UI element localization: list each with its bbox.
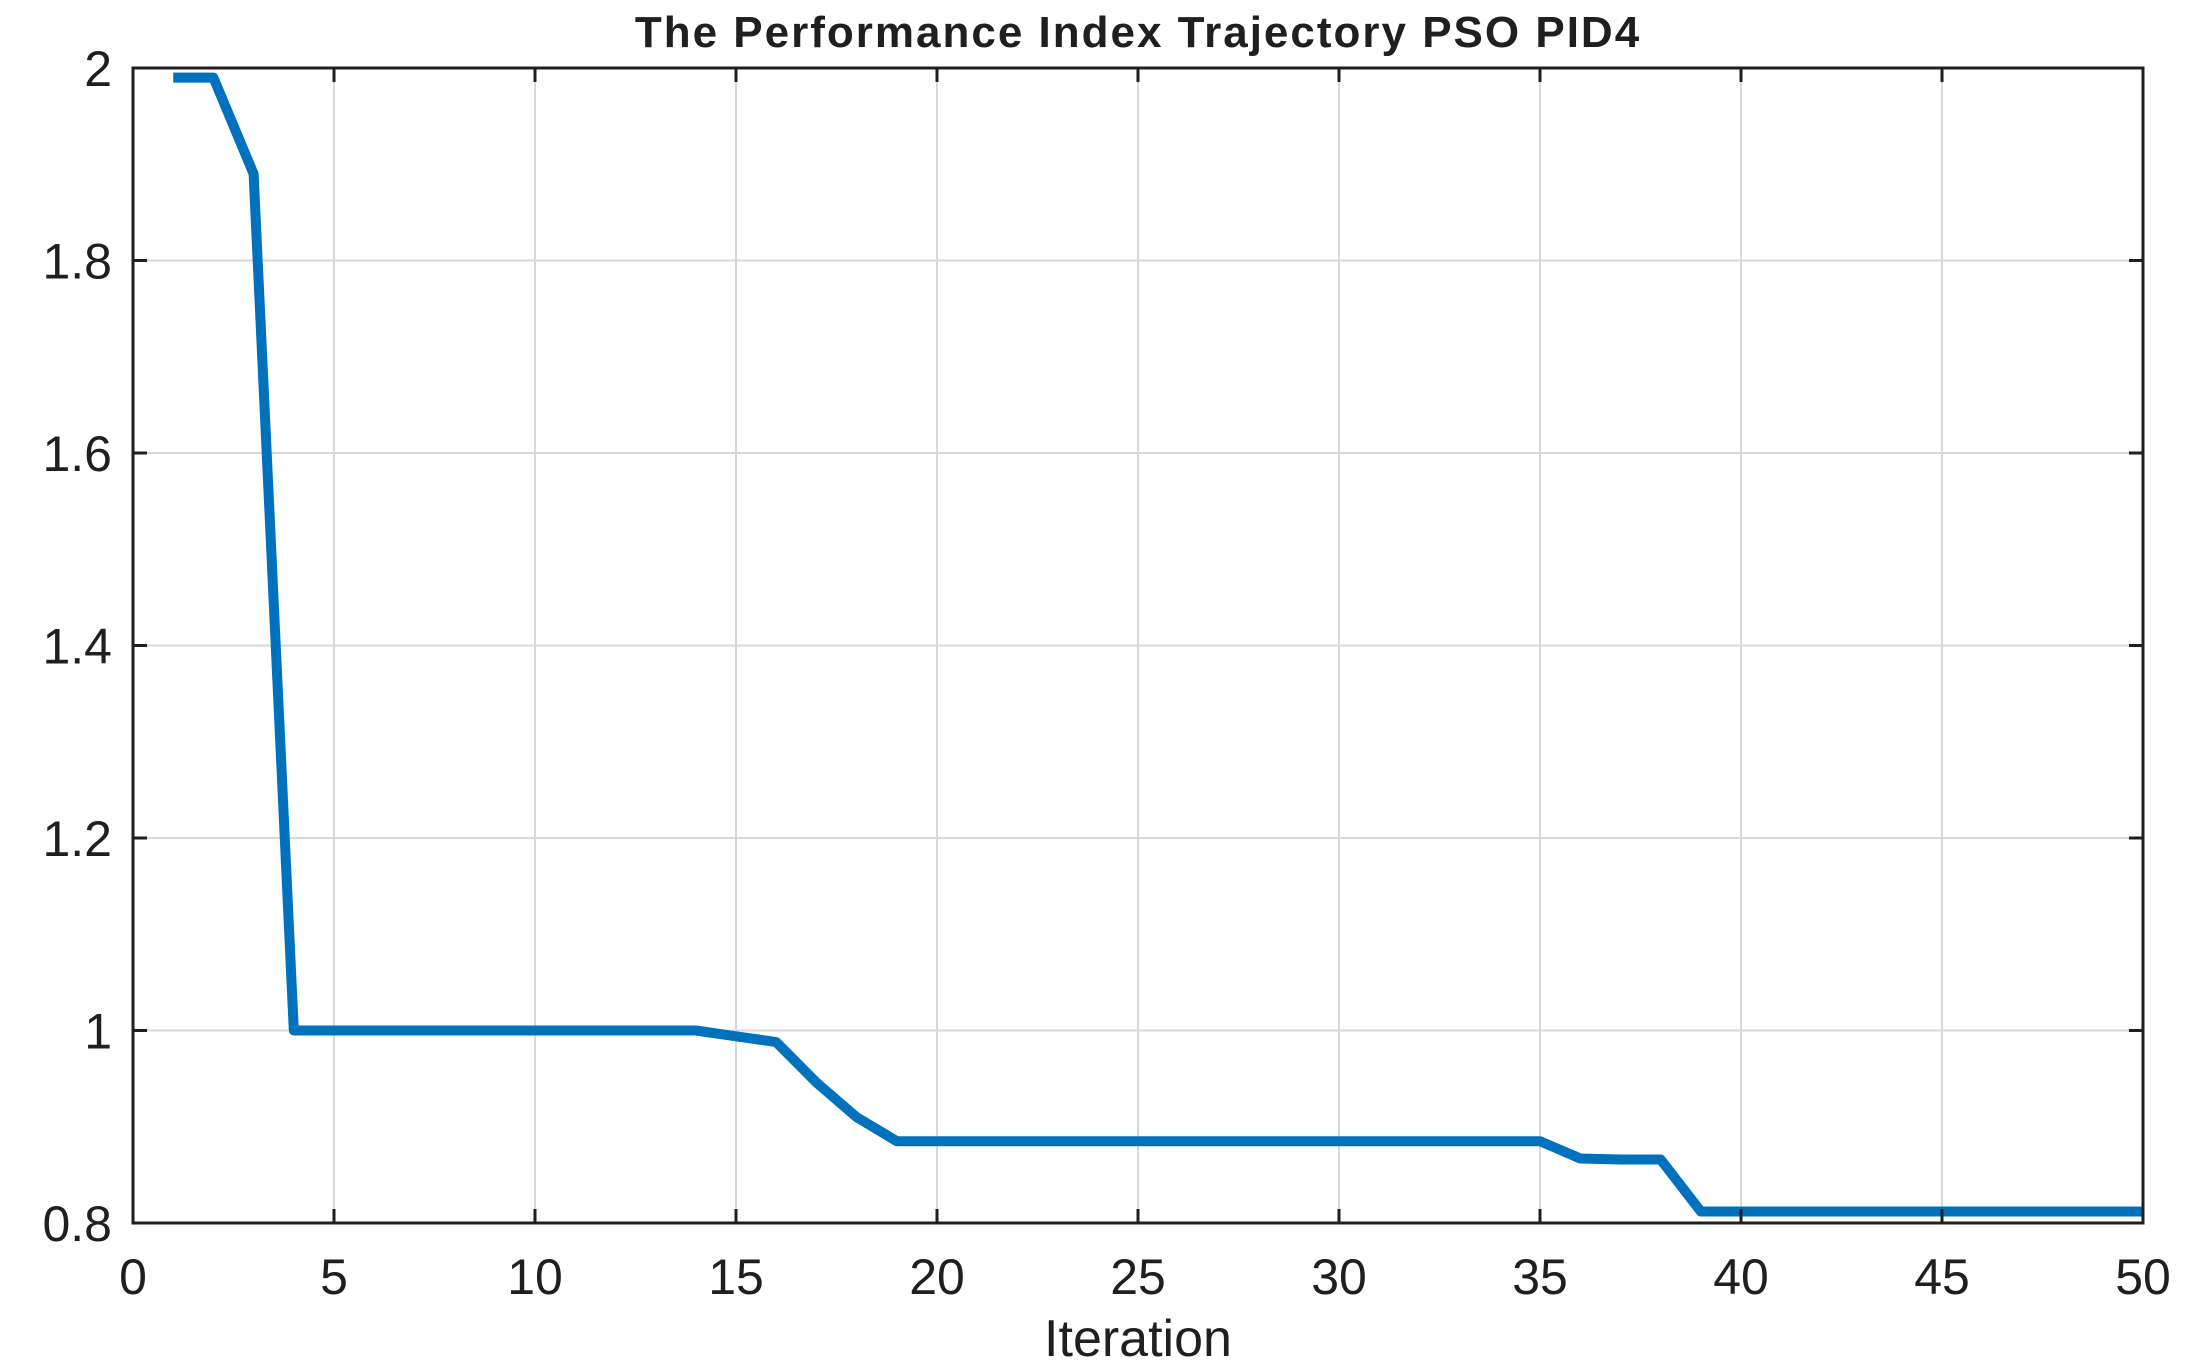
- x-tick-label: 35: [1512, 1249, 1568, 1305]
- y-tick-label: 1.6: [42, 426, 112, 482]
- y-tick-label: 0.8: [42, 1196, 112, 1252]
- x-tick-label: 20: [909, 1249, 965, 1305]
- x-tick-label: 30: [1311, 1249, 1367, 1305]
- y-tick-label: 2: [84, 41, 112, 97]
- x-tick-label: 25: [1110, 1249, 1166, 1305]
- y-tick-label: 1.2: [42, 811, 112, 867]
- x-tick-label: 40: [1713, 1249, 1769, 1305]
- y-tick-label: 1.4: [42, 619, 112, 675]
- series-line: [173, 72, 2143, 1217]
- plot-border: [131, 66, 2145, 1225]
- label-layer: 0 5 10 15 20 25 30 35 40 45 50 0.8 1 1.2 1.4 1.6 1.8 2: [42, 41, 2170, 1305]
- x-tick-label: 50: [2115, 1249, 2171, 1305]
- x-axis-label: Iteration: [1044, 1310, 1232, 1368]
- y-tick-label: 1.8: [42, 234, 112, 290]
- grid-layer: [133, 68, 2143, 1223]
- x-tick-label: 10: [507, 1249, 563, 1305]
- x-tick-label: 45: [1914, 1249, 1970, 1305]
- x-tick-label: 15: [708, 1249, 764, 1305]
- series-layer: [173, 72, 2143, 1217]
- y-tick-label: 1: [84, 1004, 112, 1060]
- x-tick-label: 0: [119, 1249, 147, 1305]
- chart-title: The Performance Index Trajectory PSO PID…: [635, 8, 1641, 57]
- x-tick-label: 5: [320, 1249, 348, 1305]
